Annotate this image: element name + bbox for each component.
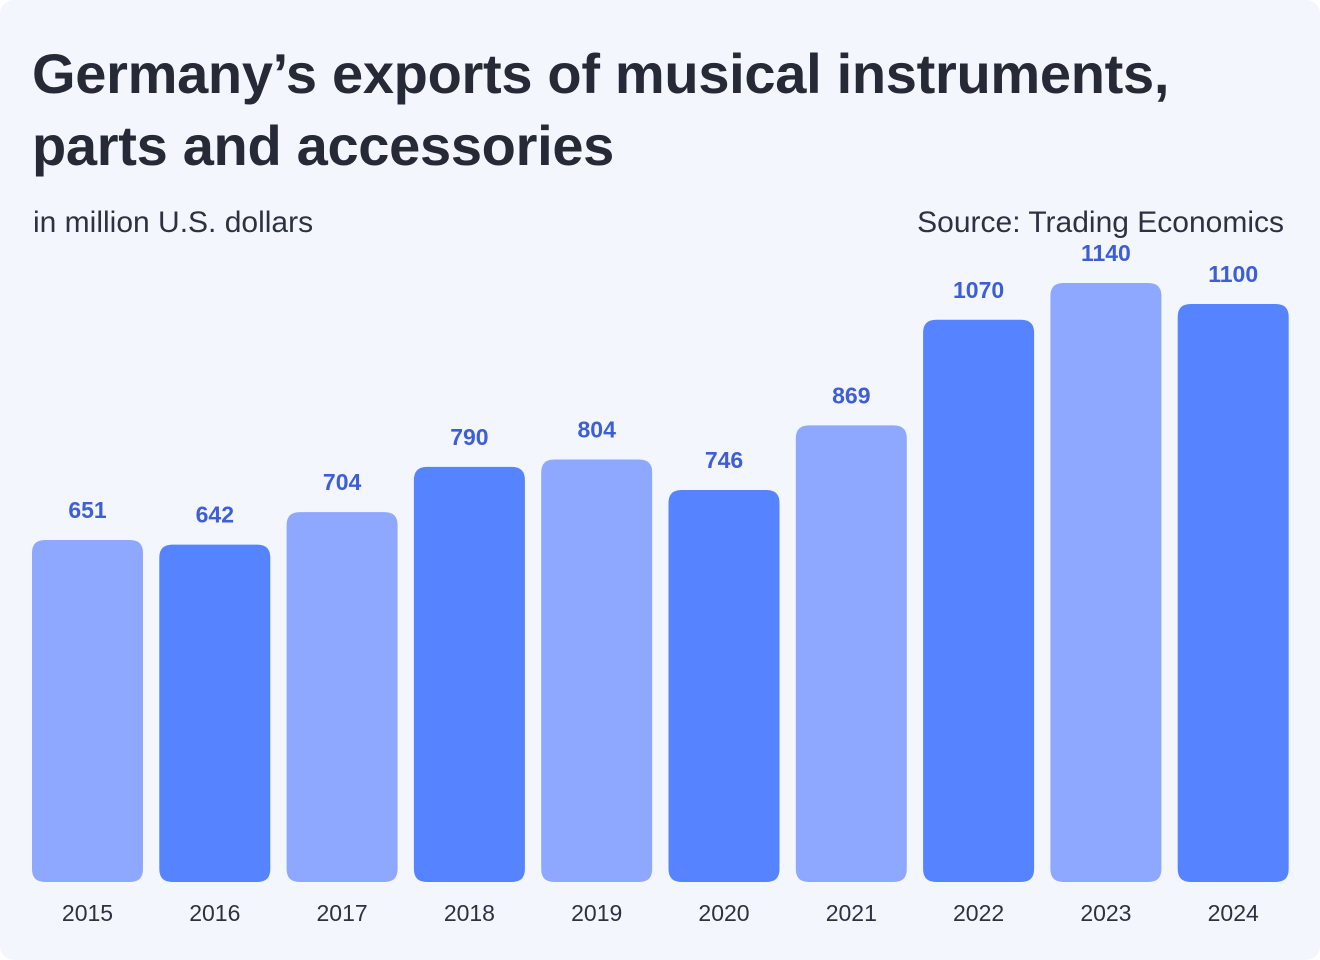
bar-2020 bbox=[668, 490, 780, 882]
chart-source: Source: Trading Economics bbox=[917, 206, 1284, 239]
bar-2021 bbox=[795, 425, 907, 882]
value-label-2016: 642 bbox=[196, 502, 234, 528]
value-label-2021: 869 bbox=[832, 382, 870, 408]
value-label-2022: 1070 bbox=[953, 277, 1004, 303]
bar-2019 bbox=[541, 459, 653, 882]
bar-2023 bbox=[1050, 283, 1162, 882]
x-tick-label-2016: 2016 bbox=[189, 900, 240, 926]
bar-2017 bbox=[286, 512, 398, 882]
value-label-2015: 651 bbox=[68, 497, 107, 523]
x-tick-label-2018: 2018 bbox=[444, 900, 495, 926]
chart-subtitle: in million U.S. dollars bbox=[33, 206, 314, 239]
bar-2022 bbox=[923, 319, 1035, 882]
x-tick-label-2021: 2021 bbox=[826, 900, 877, 926]
x-tick-label-2023: 2023 bbox=[1080, 900, 1131, 926]
value-label-2023: 1140 bbox=[1081, 240, 1131, 266]
x-tick-label-2024: 2024 bbox=[1208, 900, 1259, 926]
bar-2018 bbox=[413, 466, 525, 882]
value-label-2020: 746 bbox=[705, 447, 743, 473]
x-tick-label-2019: 2019 bbox=[571, 900, 622, 926]
bar-2015 bbox=[32, 539, 143, 882]
bar-2016 bbox=[159, 544, 271, 882]
value-label-2024: 1100 bbox=[1208, 261, 1258, 287]
value-label-2018: 790 bbox=[450, 424, 488, 450]
bar-2024 bbox=[1177, 304, 1289, 882]
value-label-2019: 804 bbox=[578, 417, 617, 443]
value-label-2017: 704 bbox=[323, 469, 362, 495]
x-tick-label-2017: 2017 bbox=[317, 900, 368, 926]
x-tick-label-2020: 2020 bbox=[698, 900, 749, 926]
x-tick-label-2022: 2022 bbox=[953, 900, 1004, 926]
chart-title: Germany’s exports of musical instruments… bbox=[32, 42, 1170, 177]
x-tick-label-2015: 2015 bbox=[62, 900, 113, 926]
